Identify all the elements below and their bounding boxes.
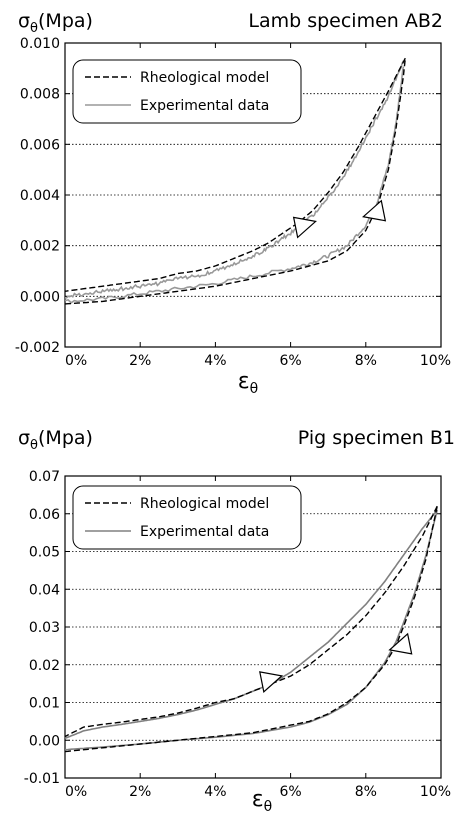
experimental-curve-branch-0 (64, 60, 405, 299)
model-curve-branch-0 (64, 57, 406, 292)
chart-panel-pig: σθ(Mpa) Pig specimen B1 εθ -0.01 0.00 0.01… (0, 408, 469, 816)
x-tick-label: 0% (65, 784, 87, 800)
y-tick-label: 0.03 (29, 620, 60, 636)
x-axis-label: εθ (238, 369, 258, 397)
x-tick-label: 8% (355, 353, 377, 369)
direction-arrow (292, 216, 317, 239)
x-tick-label: 2% (129, 784, 151, 800)
y-tick-label: 0.008 (20, 87, 60, 103)
y-tick-label: 0.05 (29, 545, 60, 561)
chart-panel-lamb: σθ(Mpa) Lamb specimen AB2 εθ -0.002 0.000… (15, 10, 451, 397)
direction-arrow (388, 632, 413, 655)
y-tick-label: 0.010 (20, 36, 60, 52)
x-tick-label: 6% (279, 353, 301, 369)
x-tick-label: 2% (129, 353, 151, 369)
legend-label: Rheological model (140, 496, 269, 512)
legend-label: Experimental data (140, 524, 269, 540)
experimental-curve-branch-0 (64, 509, 438, 740)
y-tick-label: 0.004 (20, 188, 60, 204)
x-tick-label: 4% (204, 353, 226, 369)
experimental-curve-branch-1 (64, 66, 405, 304)
chart-lamb-svg: σθ(Mpa) Lamb specimen AB2 εθ -0.002 0.000… (15, 10, 451, 397)
y-axis-label: σθ(Mpa) (18, 10, 93, 36)
x-tick-label: 0% (65, 353, 87, 369)
chart-title: Pig specimen B1 (298, 427, 455, 449)
x-tick-label: 6% (279, 784, 301, 800)
chart-pig-svg: σθ(Mpa) Pig specimen B1 εθ -0.01 0.00 0.01… (18, 427, 455, 815)
x-tick-label: 4% (204, 784, 226, 800)
y-tick-label: 0.06 (29, 507, 60, 523)
y-tick-label: 0.000 (20, 289, 60, 305)
chart-title: Lamb specimen AB2 (248, 10, 443, 32)
y-tick-label: 0.00 (29, 733, 60, 749)
model-curve-branch-1 (64, 58, 406, 305)
x-axis-label: εθ (252, 787, 272, 815)
legend-label: Experimental data (140, 98, 269, 114)
y-tick-label: -0.002 (15, 340, 60, 356)
legend-box (72, 59, 302, 124)
y-tick-label: 0.04 (29, 582, 60, 598)
y-tick-label: 0.07 (29, 469, 60, 485)
y-tick-label: 0.002 (20, 239, 60, 255)
legend-box (72, 485, 302, 550)
direction-arrow (259, 671, 284, 693)
y-tick-label: 0.01 (29, 696, 60, 712)
y-tick-label: -0.01 (24, 771, 60, 787)
x-tick-label: 10% (420, 353, 451, 369)
x-tick-label: 8% (355, 784, 377, 800)
y-tick-label: 0.006 (20, 137, 60, 153)
model-curve-branch-1 (64, 506, 438, 753)
model-curve-branch-0 (64, 505, 438, 738)
y-tick-label: 0.02 (29, 658, 60, 674)
direction-arrow (362, 199, 387, 222)
y-axis-label: σθ(Mpa) (18, 427, 93, 453)
legend-label: Rheological model (140, 70, 269, 86)
x-tick-label: 10% (420, 784, 451, 800)
